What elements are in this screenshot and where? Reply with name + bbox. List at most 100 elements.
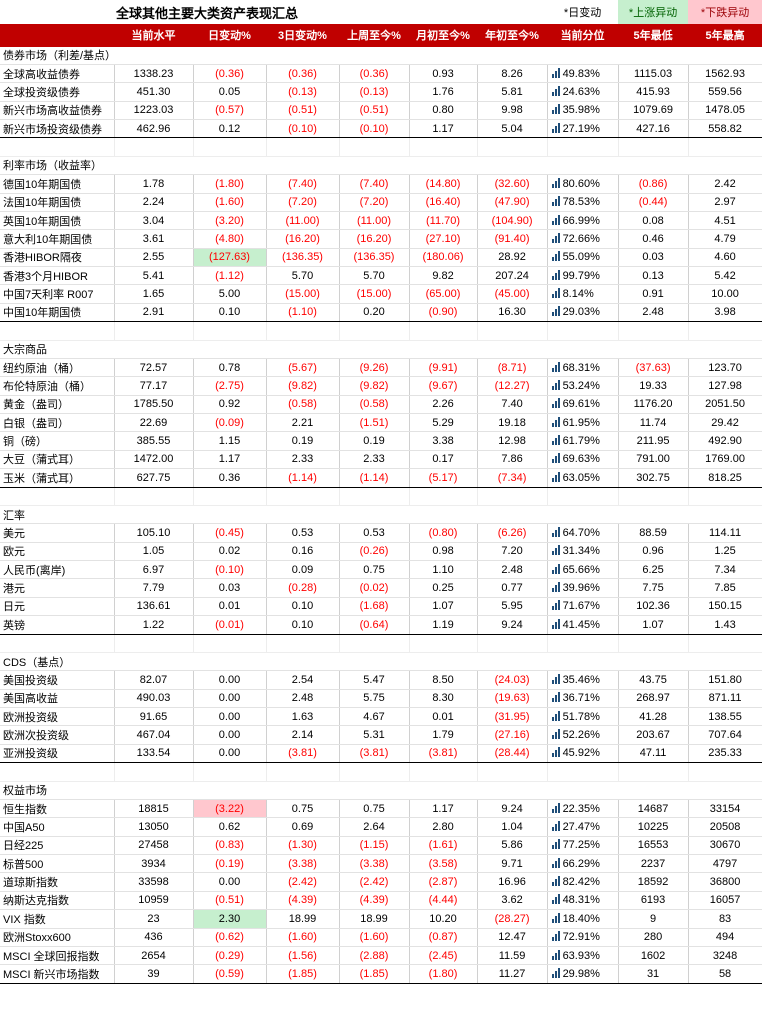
table-row: 美元 105.10 (0.45) 0.53 0.53 (0.80) (6.26) 64.70%… xyxy=(0,523,762,543)
value-cell: 4797 xyxy=(688,854,762,874)
value-cell: 9.71 xyxy=(477,854,548,874)
value-cell: (32.60) xyxy=(477,174,548,194)
value-cell: 492.90 xyxy=(688,431,762,451)
value-cell: (7.20) xyxy=(266,193,340,212)
percentile-value: 71.67% xyxy=(562,600,600,613)
percentile-value: 45.92% xyxy=(562,747,600,760)
value-cell: 5.95 xyxy=(477,597,548,617)
asset-name: 新兴市场高收益债券 xyxy=(0,101,115,121)
value-cell: (0.09) xyxy=(193,413,267,433)
percentile-cell: 66.29% xyxy=(547,854,619,874)
column-header: 3日变动% xyxy=(266,24,340,47)
value-cell: 7.40 xyxy=(477,395,548,415)
value-cell: 2.54 xyxy=(266,670,340,690)
bar-signal-icon xyxy=(551,545,561,556)
value-cell: (4.44) xyxy=(409,891,478,911)
value-cell: 88.59 xyxy=(618,523,689,543)
value-cell: 72.57 xyxy=(114,358,194,378)
percentile-value: 61.95% xyxy=(562,416,600,429)
percentile-value: 27.19% xyxy=(562,122,600,135)
value-cell: 2.33 xyxy=(339,450,410,470)
value-cell: (0.58) xyxy=(266,395,340,415)
value-cell: 91.65 xyxy=(114,707,194,727)
table-row: 全球高收益债券 1338.23 (0.36) (0.36) (0.36) 0.93 8.26… xyxy=(0,64,762,84)
value-cell: (1.60) xyxy=(339,928,410,947)
value-cell: 1115.03 xyxy=(618,64,689,84)
value-cell: (0.13) xyxy=(339,82,410,102)
value-cell: 5.29 xyxy=(409,413,478,433)
value-cell: (0.51) xyxy=(266,101,340,121)
value-cell: (0.87) xyxy=(409,928,478,947)
value-cell: 1562.93 xyxy=(688,64,762,84)
value-cell: 0.05 xyxy=(193,82,267,102)
value-cell: (3.81) xyxy=(409,744,478,764)
value-cell: (0.83) xyxy=(193,836,267,856)
value-cell: (3.81) xyxy=(339,744,410,764)
value-cell: 1.22 xyxy=(114,615,194,635)
spacer-row xyxy=(0,634,762,653)
value-cell: 2.33 xyxy=(266,450,340,470)
value-cell: (0.19) xyxy=(193,854,267,874)
section-title: 汇率 xyxy=(0,505,762,525)
value-cell: 0.36 xyxy=(193,468,267,488)
percentile-value: 52.26% xyxy=(562,729,600,742)
table-row: 港元 7.79 0.03 (0.28) (0.02) 0.25 0.77 39.96% 7.75… xyxy=(0,578,762,598)
bar-signal-icon xyxy=(551,471,561,482)
value-cell: 13050 xyxy=(114,817,194,837)
percentile-cell: 29.98% xyxy=(547,964,619,984)
value-cell: 43.75 xyxy=(618,670,689,690)
value-cell: 494 xyxy=(688,928,762,947)
value-cell: (16.20) xyxy=(339,229,410,249)
asset-name: 恒生指数 xyxy=(0,799,115,819)
value-cell: 151.80 xyxy=(688,670,762,690)
value-cell: 3.61 xyxy=(114,229,194,249)
value-cell: (24.03) xyxy=(477,670,548,690)
percentile-cell: 77.25% xyxy=(547,836,619,856)
bar-signal-icon xyxy=(551,196,561,207)
value-cell: 0.93 xyxy=(409,64,478,84)
value-cell: 39 xyxy=(114,964,194,984)
spacer-row xyxy=(0,762,762,782)
value-cell: 5.75 xyxy=(339,689,410,709)
value-cell: (1.14) xyxy=(339,468,410,488)
asset-name: 法国10年期国债 xyxy=(0,193,115,212)
table-row: 铜（磅） 385.55 1.15 0.19 0.19 3.38 12.98 61.79% 211… xyxy=(0,431,762,451)
bar-signal-icon xyxy=(551,857,561,868)
percentile-value: 36.71% xyxy=(562,692,600,705)
bar-signal-icon xyxy=(551,710,561,721)
table-row: VIX 指数 23 2.30 18.99 18.99 10.20 (28.27) 18.40%… xyxy=(0,909,762,929)
percentile-cell: 49.83% xyxy=(547,64,619,84)
value-cell: (2.87) xyxy=(409,872,478,892)
table-row: 中国A50 13050 0.62 0.69 2.64 2.80 1.04 27.47% 1022… xyxy=(0,817,762,837)
bar-signal-icon xyxy=(551,379,561,390)
value-cell: 31 xyxy=(618,964,689,984)
value-cell: 0.10 xyxy=(266,615,340,635)
value-cell: 12.47 xyxy=(477,928,548,947)
value-cell: (9.82) xyxy=(266,376,340,396)
value-cell: 9 xyxy=(618,909,689,929)
value-cell: (15.00) xyxy=(266,284,340,304)
value-cell: 77.17 xyxy=(114,376,194,396)
value-cell: 2.80 xyxy=(409,817,478,837)
percentile-cell: 72.66% xyxy=(547,229,619,249)
value-cell: (7.40) xyxy=(339,174,410,194)
asset-name: 中国10年期国债 xyxy=(0,303,115,323)
asset-name: 美国高收益 xyxy=(0,689,115,709)
percentile-cell: 29.03% xyxy=(547,303,619,323)
value-cell: (0.44) xyxy=(618,193,689,212)
value-cell: 33598 xyxy=(114,872,194,892)
value-cell: (1.61) xyxy=(409,836,478,856)
bar-signal-icon xyxy=(551,398,561,409)
table-row: 黄金（盎司） 1785.50 0.92 (0.58) (0.58) 2.26 7.40 69.… xyxy=(0,395,762,415)
value-cell: (91.40) xyxy=(477,229,548,249)
percentile-value: 63.05% xyxy=(562,471,600,484)
asset-name: 铜（磅） xyxy=(0,431,115,451)
asset-name: 港元 xyxy=(0,578,115,598)
value-cell: 1769.00 xyxy=(688,450,762,470)
value-cell: 1.04 xyxy=(477,817,548,837)
spacer-row xyxy=(0,137,762,157)
value-cell: 18.99 xyxy=(339,909,410,929)
value-cell: 0.98 xyxy=(409,542,478,562)
table-row: 欧元 1.05 0.02 0.16 (0.26) 0.98 7.20 31.34% 0.96 1.… xyxy=(0,542,762,562)
value-cell: (0.10) xyxy=(266,119,340,139)
